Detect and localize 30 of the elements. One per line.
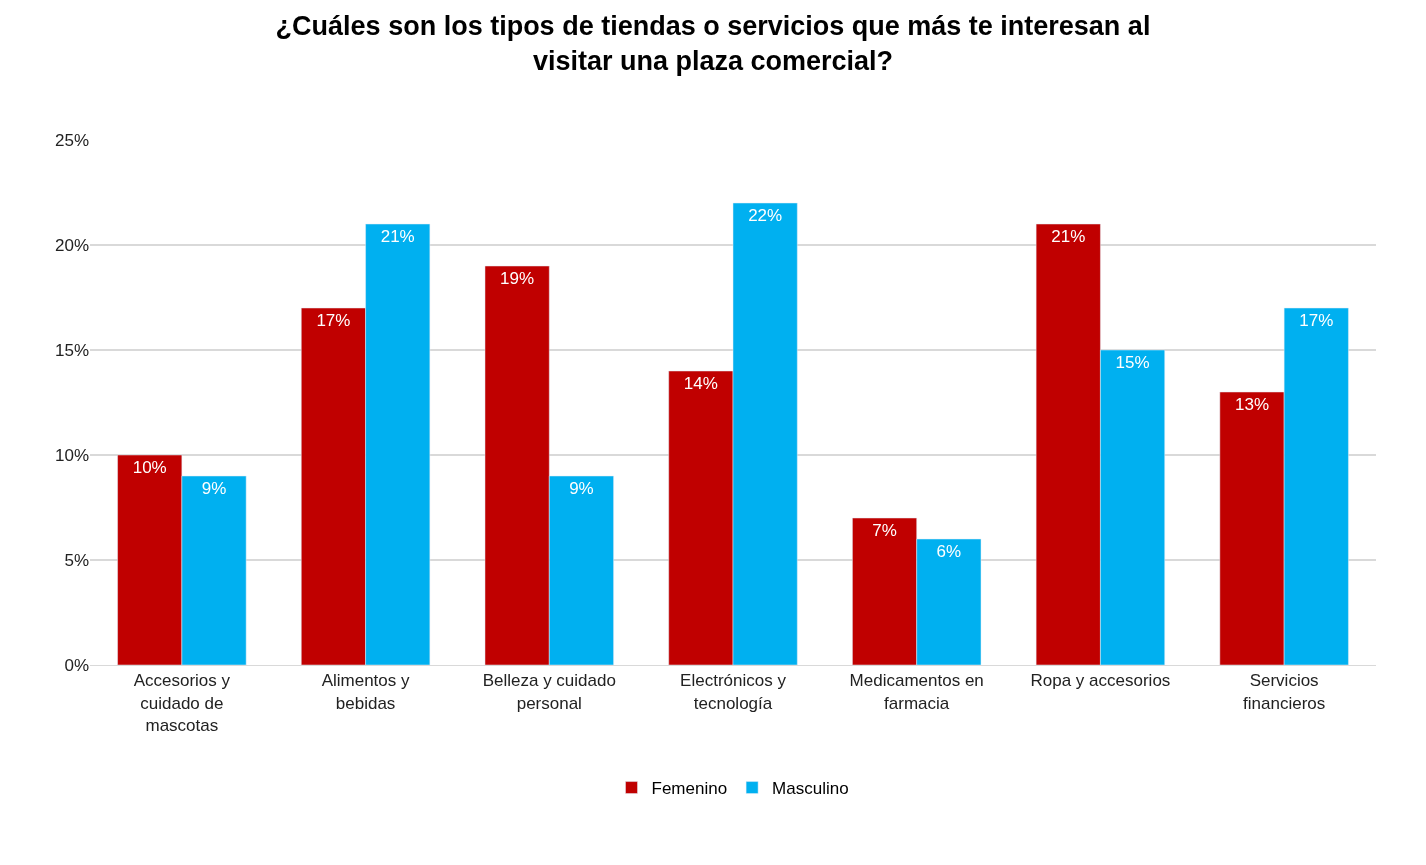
y-tick-label: 10%	[54, 445, 89, 465]
data-label: 10%	[132, 458, 167, 477]
y-tick-label: 25%	[54, 130, 89, 150]
data-label: 15%	[1115, 353, 1150, 372]
data-label: 22%	[748, 206, 783, 225]
data-label: 7%	[872, 521, 897, 540]
legend-label: Masculino	[772, 779, 849, 799]
x-tick-label: Belleza y cuidado personal	[482, 671, 616, 713]
data-label: 6%	[936, 542, 962, 561]
data-label: 19%	[500, 269, 535, 288]
data-label: 17%	[316, 311, 351, 330]
chart-title: ¿Cuáles son los tipos de tiendas o servicios que más te interesan al visitar una plaza comercial?	[275, 10, 1151, 76]
data-label: 13%	[1234, 395, 1270, 414]
x-tick-label: Alimentos y bebidas	[321, 671, 410, 713]
x-tick-label: Ropa y accesorios	[1030, 671, 1171, 691]
data-label: 14%	[683, 374, 718, 393]
data-label: 21%	[1051, 227, 1086, 246]
data-label: 9%	[569, 479, 594, 498]
x-tick-label: Accesorios y cuidado de mascotas	[133, 671, 231, 735]
y-tick-label: 15%	[54, 340, 89, 360]
x-tick-label: Medicamentos en farmacia	[849, 671, 984, 713]
data-label: 9%	[201, 479, 227, 498]
legend-label: Femenino	[651, 779, 728, 799]
y-tick-label: 0%	[64, 655, 89, 675]
data-label: 17%	[1299, 311, 1334, 330]
data-label: 21%	[380, 227, 415, 246]
y-tick-label: 20%	[54, 235, 89, 255]
y-tick-label: 5%	[64, 550, 89, 570]
x-tick-label: Electrónicos y tecnología	[680, 671, 787, 713]
x-tick-label: Servicios financieros	[1243, 671, 1326, 713]
